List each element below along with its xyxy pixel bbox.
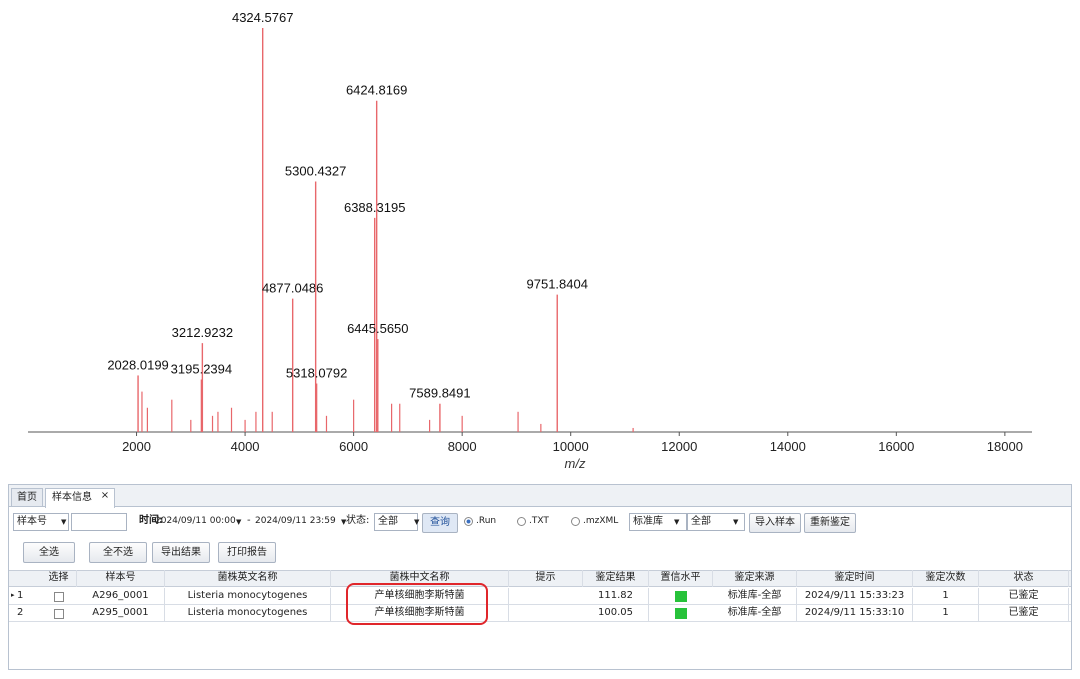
sample-panel: 首页 样本信息 × 样本号 时间: 2024/09/11 00:00 -2024/09/11… <box>8 484 1072 670</box>
checkbox[interactable] <box>54 592 64 602</box>
peak-label: 2028.0199 <box>107 357 168 372</box>
row-index[interactable]: 2 <box>17 607 24 618</box>
cell[interactable]: 100.05 <box>583 605 649 622</box>
column-header[interactable]: 鉴定次数 <box>913 570 979 587</box>
action-button[interactable]: 全不选 <box>89 542 147 563</box>
action-button[interactable]: 打印报告 <box>218 542 276 563</box>
radio[interactable] <box>517 517 526 526</box>
cell[interactable]: 产单核细胞李斯特菌 <box>331 605 509 622</box>
column-header[interactable]: 菌株英文名称 <box>165 570 331 587</box>
label[interactable]: 状态: <box>346 515 370 526</box>
dropdown-arrow[interactable]: ▼ <box>61 518 67 526</box>
cell[interactable]: A295_0001 <box>77 605 165 622</box>
dropdown-arrow[interactable]: ▼ <box>341 518 347 526</box>
x-tick-label: 14000 <box>770 439 806 454</box>
peak-label: 6445.5650 <box>347 321 408 336</box>
peak-label: 4324.5767 <box>232 10 293 25</box>
table-header <box>9 570 1071 587</box>
column-header[interactable]: 鉴定结果 <box>583 570 649 587</box>
tab[interactable]: 首页 <box>11 488 43 507</box>
dropdown-arrow[interactable]: ▼ <box>414 518 420 526</box>
column-header[interactable]: 选择 <box>41 570 77 587</box>
row-marker[interactable]: ▸ <box>11 591 15 599</box>
select[interactable]: 全部 <box>374 513 418 531</box>
select[interactable]: 2024/09/11 23:59 <box>255 516 336 526</box>
column-header[interactable]: 状态 <box>979 570 1069 587</box>
cell[interactable]: 111.82 <box>583 588 649 605</box>
peak-label: 6388.3195 <box>344 200 405 215</box>
column-header[interactable]: 菌株中文名称 <box>331 570 509 587</box>
tab-close[interactable]: × <box>100 490 110 501</box>
column-header[interactable]: 样本号 <box>77 570 165 587</box>
x-tick-label: 12000 <box>661 439 697 454</box>
table-row[interactable] <box>9 605 1071 622</box>
action-button[interactable]: 导出结果 <box>152 542 210 563</box>
peak-label: 3195.2394 <box>171 361 232 376</box>
tab[interactable]: 样本信息 <box>45 488 115 508</box>
peak-label: 6424.8169 <box>346 83 407 98</box>
select[interactable]: 样本号 <box>13 513 69 531</box>
cell[interactable]: 标准库-全部 <box>713 588 797 605</box>
x-tick-label: 10000 <box>553 439 589 454</box>
select[interactable]: 2024/09/11 00:00 <box>155 516 236 526</box>
cell[interactable]: 2024/9/11 15:33:23 <box>797 588 913 605</box>
checkbox[interactable] <box>54 609 64 619</box>
dropdown-arrow[interactable]: ▼ <box>674 518 680 526</box>
peak-label: 5300.4327 <box>285 164 346 179</box>
x-tick-label: 8000 <box>448 439 477 454</box>
cell[interactable]: A296_0001 <box>77 588 165 605</box>
x-tick-label: 6000 <box>339 439 368 454</box>
cell[interactable]: 已鉴定 <box>979 605 1069 622</box>
cell[interactable]: 1 <box>913 588 979 605</box>
cell[interactable]: 1 <box>913 605 979 622</box>
radio[interactable] <box>464 517 473 526</box>
button[interactable]: 导入样本 <box>749 513 801 533</box>
column-header[interactable]: 鉴定来源 <box>713 570 797 587</box>
action-button[interactable]: 全选 <box>23 542 75 563</box>
dropdown-arrow[interactable]: ▼ <box>733 518 739 526</box>
confidence-indicator[interactable] <box>675 591 687 602</box>
row-index[interactable]: 1 <box>17 590 24 601</box>
x-tick-label: 18000 <box>987 439 1023 454</box>
select[interactable]: 标准库 <box>629 513 687 531</box>
cell[interactable]: 2024/9/11 15:33:10 <box>797 605 913 622</box>
peak-label: 9751.8404 <box>527 277 588 292</box>
highlight-box <box>346 583 488 625</box>
column-header[interactable]: 鉴定时间 <box>797 570 913 587</box>
cell[interactable]: Listeria monocytogenes <box>165 588 331 605</box>
peak-label: 4877.0486 <box>262 281 323 296</box>
peak-label: 5318.0792 <box>286 366 347 381</box>
select[interactable]: 全部 <box>687 513 745 531</box>
dropdown-arrow[interactable]: ▼ <box>236 518 242 526</box>
cell[interactable]: Listeria monocytogenes <box>165 605 331 622</box>
spectrum-chart: m/z 2000 4000 6000 8000 10000 12000 14000 16000… <box>28 10 1032 471</box>
label[interactable]: 时间: <box>139 515 163 526</box>
x-tick-label: 4000 <box>231 439 260 454</box>
x-axis-label: m/z <box>565 456 586 471</box>
column-header[interactable]: 提示 <box>509 570 583 587</box>
cell[interactable]: 标准库-全部 <box>713 605 797 622</box>
radio-label[interactable]: .TXT <box>529 516 549 526</box>
x-tick-label: 2000 <box>122 439 151 454</box>
peak-label: 3212.9232 <box>172 325 233 340</box>
radio[interactable] <box>571 517 580 526</box>
cell[interactable]: 已鉴定 <box>979 588 1069 605</box>
x-tick-label: 16000 <box>878 439 914 454</box>
radio-label[interactable]: .mzXML <box>583 516 619 526</box>
button[interactable]: 重新鉴定 <box>804 513 856 533</box>
radio-label[interactable]: .Run <box>476 516 497 526</box>
label[interactable]: - <box>247 515 251 526</box>
peak-label: 7589.8491 <box>409 386 470 401</box>
cell[interactable]: 产单核细胞李斯特菌 <box>331 588 509 605</box>
confidence-indicator[interactable] <box>675 608 687 619</box>
input[interactable] <box>71 513 127 531</box>
table-row[interactable] <box>9 588 1071 605</box>
column-header[interactable]: 置信水平 <box>649 570 713 587</box>
button[interactable]: 查询 <box>422 513 458 533</box>
tab-bar <box>9 485 1071 507</box>
